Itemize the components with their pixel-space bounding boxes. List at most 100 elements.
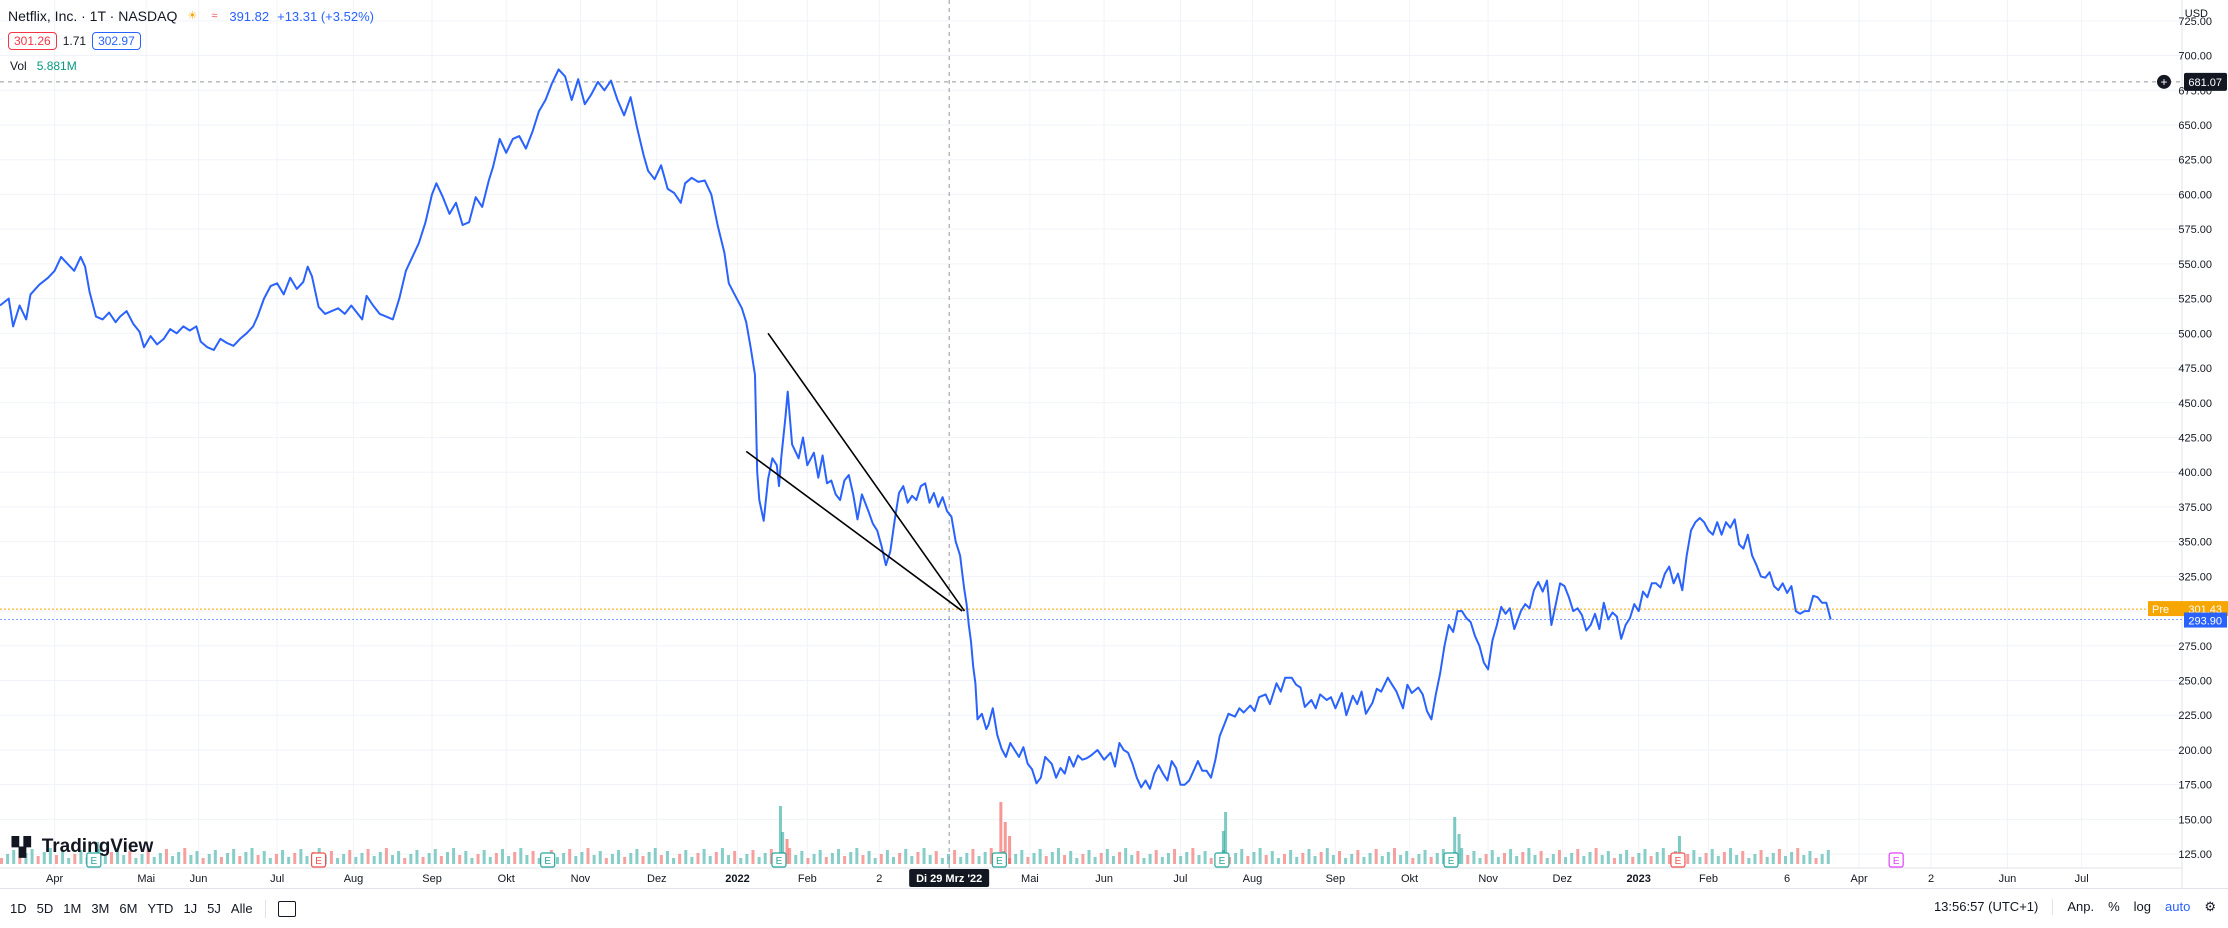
volume-bar <box>372 856 376 864</box>
timeframe-button[interactable]: 5J <box>207 901 221 916</box>
earnings-marker-box <box>1888 852 1904 868</box>
log-button[interactable]: log <box>2133 899 2152 914</box>
last-price: 391.82 <box>229 8 270 24</box>
volume-bar <box>1240 849 1244 864</box>
ask-button[interactable]: 302.97 <box>92 32 141 50</box>
settings-icon[interactable]: ⚙ <box>2204 899 2216 914</box>
volume-bar <box>415 850 419 864</box>
earnings-marker[interactable]: E <box>1443 852 1459 868</box>
volume-bar <box>122 855 126 864</box>
y-tick-label: 275.00 <box>2178 641 2212 653</box>
earnings-marker[interactable]: E <box>771 852 787 868</box>
price-chart[interactable]: E E E E E E E E E 125.00 150.00 175.00 200.00 225.00 2… <box>0 0 2228 888</box>
volume-bar <box>843 856 847 864</box>
volume-bar <box>830 853 834 864</box>
x-tick-label: Jun <box>1095 873 1113 885</box>
volume-bar <box>1612 858 1616 864</box>
earnings-marker[interactable]: E <box>991 852 1007 868</box>
earnings-marker[interactable]: E <box>1888 852 1904 868</box>
percent-button[interactable]: % <box>2108 899 2120 914</box>
tradingview-logo: ▚▘ TradingView <box>12 836 153 858</box>
auto-button[interactable]: auto <box>2165 899 2191 914</box>
volume-bar <box>1722 852 1726 864</box>
volume-bar <box>824 857 828 864</box>
earnings-marker-box <box>310 852 327 868</box>
adjust-button[interactable]: Anp. <box>2067 899 2095 914</box>
volume-bar <box>164 849 168 864</box>
earnings-marker-box <box>1443 852 1459 868</box>
volume-bar <box>714 852 718 864</box>
earnings-marker[interactable]: E <box>310 852 327 868</box>
timeframe-button[interactable]: 1D <box>10 901 27 916</box>
volume-bar <box>1735 855 1739 864</box>
earnings-marker[interactable]: E <box>1670 852 1686 868</box>
volume-bar <box>1729 848 1733 864</box>
earnings-marker[interactable]: E <box>1214 852 1230 868</box>
timeframe-button[interactable]: YTD <box>147 901 174 916</box>
volume-bar <box>1148 854 1152 864</box>
volume-bar <box>42 852 46 864</box>
volume-legend: Vol 5.881M <box>10 59 77 73</box>
volume-bar <box>745 854 749 864</box>
volume-value: 5.881M <box>36 59 77 73</box>
volume-bar <box>910 856 914 864</box>
volume-bar <box>727 855 731 864</box>
x-tick-label: Nov <box>1478 873 1498 885</box>
earnings-marker[interactable]: E <box>86 852 102 868</box>
x-tick-label: Apr <box>46 873 63 885</box>
timeframe-list: 1D 5D 1M 3M 6M YTD 1J 5J Alle <box>0 901 253 916</box>
timeframe-button[interactable]: 1M <box>63 901 82 916</box>
volume-bar <box>1130 855 1134 864</box>
volume-bar <box>1050 852 1054 864</box>
volume-bar <box>940 858 944 864</box>
clock[interactable]: 13:56:57 (UTC+1) <box>1933 899 2039 914</box>
chart-header: Netflix, Inc. · 1T · NASDAQ ☀ ≈ 391.82 +… <box>8 8 374 24</box>
volume-bar <box>769 849 773 864</box>
volume-bar <box>1405 851 1409 864</box>
symbol-title[interactable]: Netflix, Inc. · 1T · NASDAQ <box>8 8 178 24</box>
timeframe-button[interactable]: Alle <box>230 901 253 916</box>
volume-bar <box>171 856 175 864</box>
volume-bar <box>1105 849 1109 864</box>
timeframe-button[interactable]: 3M <box>91 901 110 916</box>
volume-bar <box>855 848 859 864</box>
volume-bar <box>763 853 767 864</box>
volume-bar <box>433 849 437 864</box>
bid-button[interactable]: 301.26 <box>8 32 57 50</box>
volume-bar <box>1655 852 1659 864</box>
volume-bar <box>1606 851 1610 864</box>
timeframe-button[interactable]: 1J <box>183 901 198 916</box>
volume-bar <box>580 852 584 864</box>
bottom-toolbar: 1D 5D 1M 3M 6M YTD 1J 5J Alle 13:56:57 (… <box>0 888 2228 928</box>
volume-bar <box>140 854 144 864</box>
y-tick-label: 225.00 <box>2178 710 2212 722</box>
toolbar-right: 13:56:57 (UTC+1) Anp. % log auto ⚙ <box>1934 899 2216 915</box>
x-tick-label: Jul <box>270 873 284 885</box>
volume-bar <box>507 856 511 864</box>
volume-bar <box>1197 855 1201 864</box>
x-tick-label: Mai <box>137 873 155 885</box>
volume-bar <box>806 858 810 864</box>
volume-bar <box>1356 850 1360 864</box>
earnings-marker[interactable]: E <box>540 852 556 868</box>
timeframe-button[interactable]: 6M <box>119 901 138 916</box>
trend-line <box>745 450 963 612</box>
volume-bar <box>1441 849 1445 864</box>
volume-bar <box>873 858 877 864</box>
bid-ask-row: 301.26 1.71 302.97 <box>8 32 141 50</box>
volume-bar <box>1619 854 1623 864</box>
date-range-icon[interactable] <box>277 900 296 917</box>
timeframe-button[interactable]: 5D <box>36 901 54 916</box>
volume-bar <box>128 851 132 864</box>
volume-bar <box>1637 853 1641 864</box>
volume-bar <box>1301 853 1305 864</box>
volume-bar <box>274 854 278 864</box>
currency-label[interactable]: USD <box>2184 8 2208 20</box>
volume-bar <box>781 832 785 864</box>
volume-bar <box>1270 851 1274 864</box>
earnings-marker-box <box>1670 852 1686 868</box>
volume-bar <box>629 853 633 864</box>
volume-bar <box>1038 849 1042 864</box>
volume-bar <box>1246 856 1250 864</box>
